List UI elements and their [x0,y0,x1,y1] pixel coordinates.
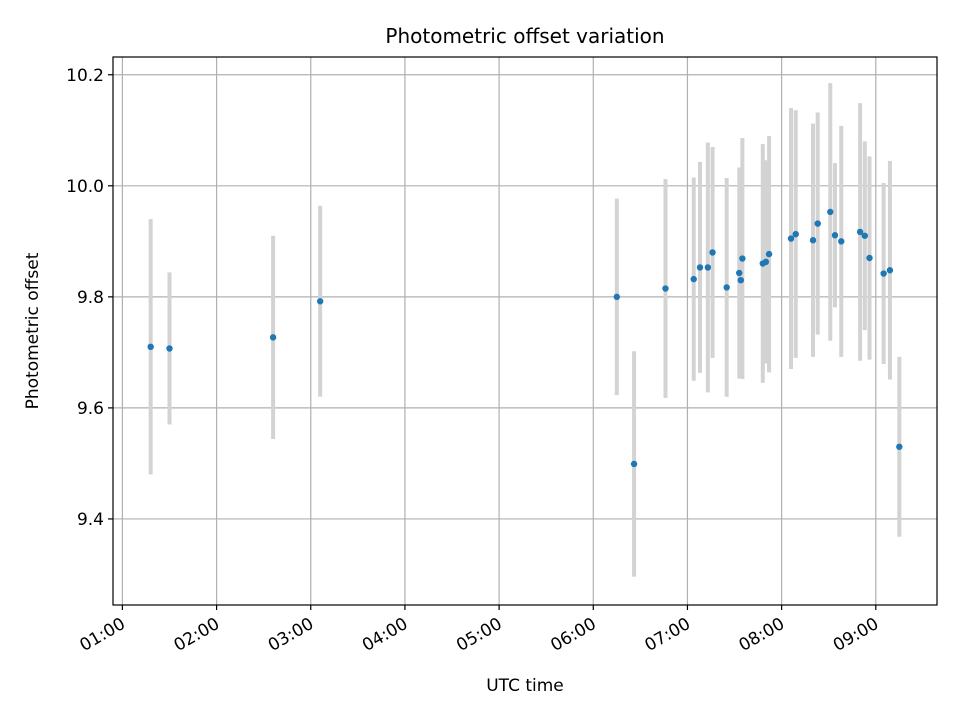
data-point [709,249,716,256]
data-point [704,264,712,271]
y-tick-label: 9.8 [77,288,104,308]
data-point [696,264,704,271]
data-point [856,228,864,236]
y-axis-ticks: 9.4 9.6 9.8 10.0 10.2 [66,66,113,530]
data-point [723,284,730,291]
data-point [690,275,697,283]
y-axis-label: Photometric offset [23,252,43,409]
data-point [762,258,770,266]
data-point [269,334,277,341]
data-point [147,343,154,351]
data-point [792,230,799,238]
data-point [739,255,746,262]
data-point [613,293,621,301]
data-point [861,232,869,239]
data-point [736,269,743,277]
data-point [886,267,894,274]
y-tick-label: 9.4 [77,510,104,530]
data-point [827,208,834,216]
data-point [166,345,173,352]
y-tick-label: 10.0 [66,177,104,197]
data-point [831,232,839,239]
y-tick-label: 9.6 [77,399,104,419]
y-tick-label: 10.2 [66,66,104,86]
data-point [630,460,638,468]
data-point [787,235,795,242]
data-point [765,250,773,258]
grid-lines [113,57,937,605]
data-point [880,270,887,277]
plot-frame [112,56,938,606]
data-point [809,237,817,244]
data-point [737,276,745,284]
chart-title: Photometric offset variation [385,24,664,48]
data-point [866,254,873,262]
data-point [896,443,903,450]
data-point [838,238,845,245]
data-point [316,298,324,305]
data-point [814,220,821,227]
data-points [147,208,903,468]
data-point [662,285,669,292]
x-axis-label: UTC time [486,676,564,696]
